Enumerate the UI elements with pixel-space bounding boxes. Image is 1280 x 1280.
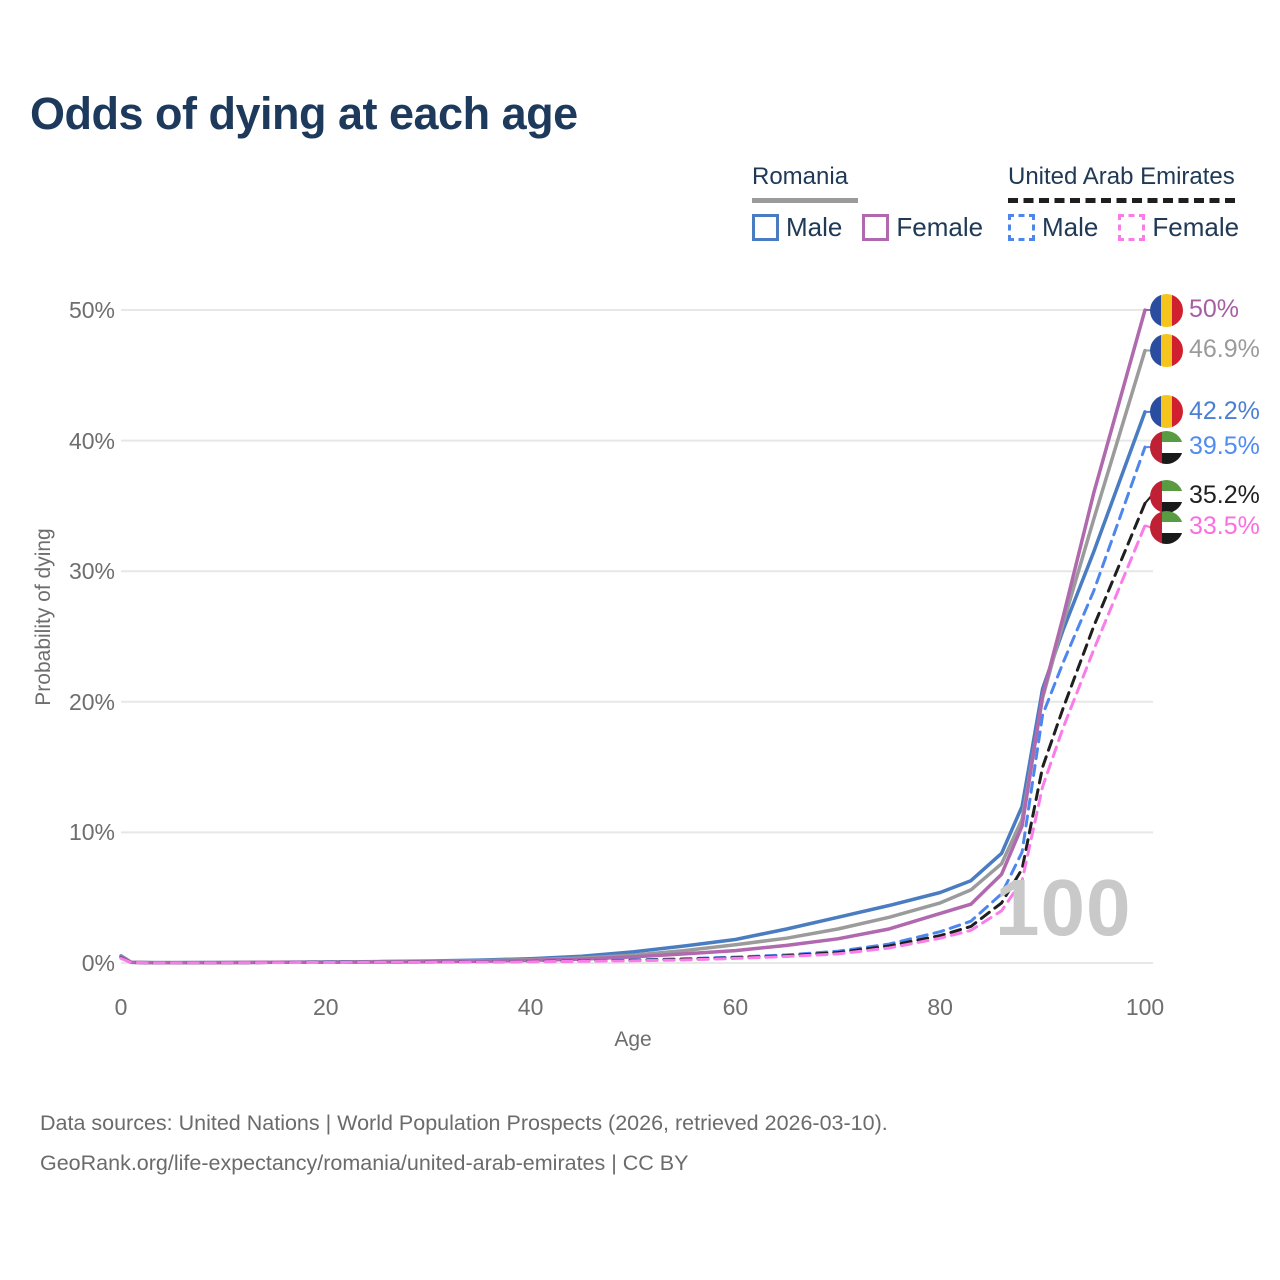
legend-swatch-uae-male[interactable]: [1008, 214, 1035, 241]
legend-label-uae-female[interactable]: Female: [1152, 212, 1240, 242]
series-line-romania-all[interactable]: [119, 348, 1147, 965]
footer: Data sources: United Nations | World Pop…: [40, 1103, 888, 1183]
legend-group-uae: United Arab Emirates Male Female: [1008, 163, 1259, 243]
end-label-leader-4: [1144, 495, 1152, 504]
series-line-romania-male[interactable]: [119, 410, 1147, 965]
legend-label-romania-female[interactable]: Female: [896, 212, 984, 242]
series-line-uae-all[interactable]: [119, 501, 1147, 965]
age-watermark: 100: [995, 863, 1132, 952]
series-line-romania-female[interactable]: [119, 308, 1147, 965]
legend-label-romania-male[interactable]: Male: [786, 212, 843, 242]
legend-label-uae-male[interactable]: Male: [1042, 212, 1099, 242]
x-axis-title: Age: [614, 1028, 652, 1051]
legend-swatch-romania-female[interactable]: [862, 214, 890, 241]
legend-swatch-romania-male[interactable]: [752, 214, 779, 241]
legend-group-romania: Romania Male Female: [752, 163, 1003, 243]
series-line-uae-female[interactable]: [119, 524, 1147, 965]
page-title: Odds of dying at each age: [30, 88, 578, 139]
footer-url: GeoRank.org/life-expectancy/romania/unit…: [40, 1151, 689, 1175]
y-axis-title: Probability of dying: [32, 528, 55, 706]
footer-data-sources: Data sources: United Nations | World Pop…: [40, 1111, 888, 1135]
legend-country-romania[interactable]: Romania: [752, 163, 859, 203]
legend-swatch-uae-female[interactable]: [1118, 214, 1146, 241]
legend-country-uae[interactable]: United Arab Emirates: [1008, 163, 1235, 203]
